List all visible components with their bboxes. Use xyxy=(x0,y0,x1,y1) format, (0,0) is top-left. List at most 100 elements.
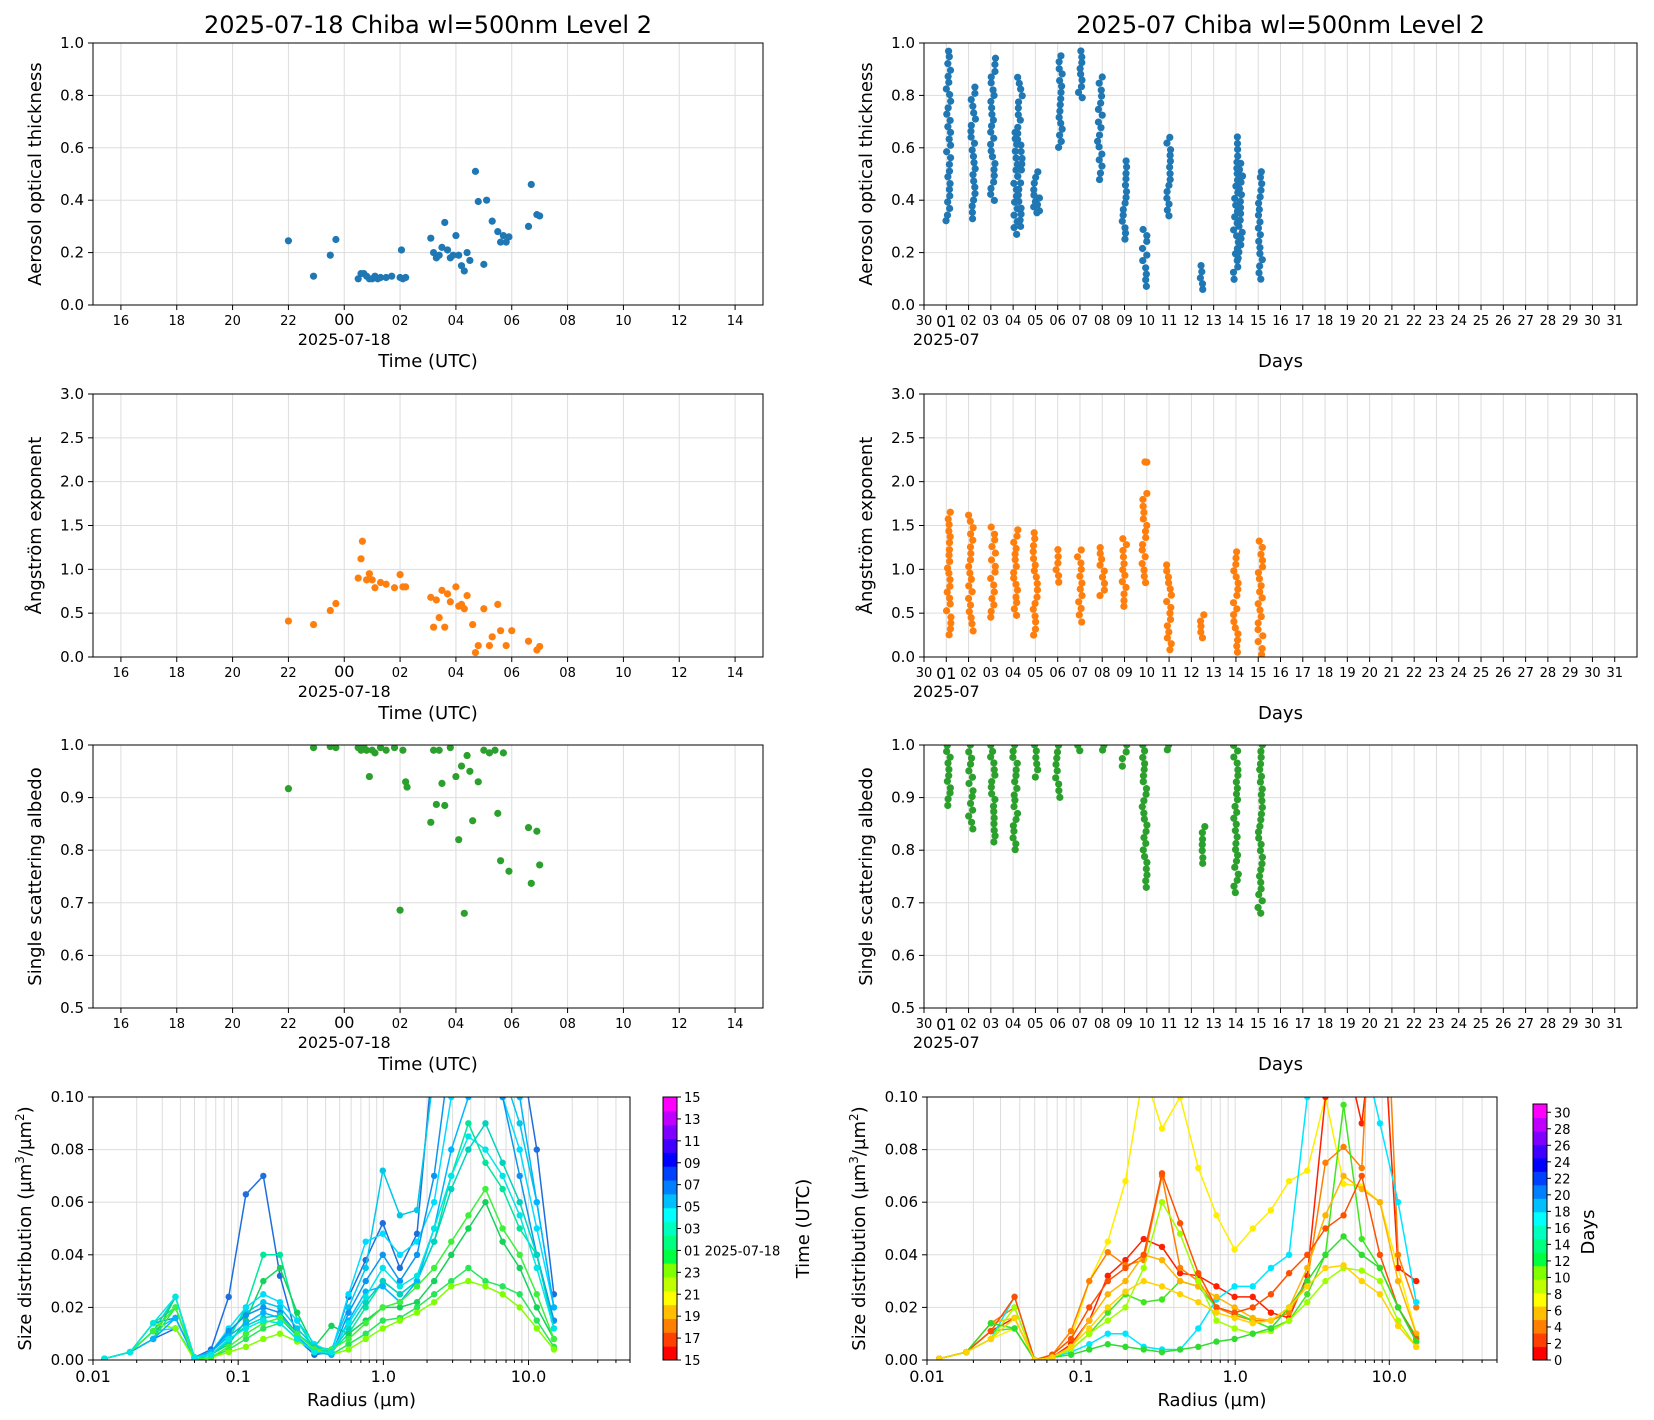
colorbar-segment xyxy=(1533,1144,1547,1159)
data-point xyxy=(1014,123,1022,131)
series-point xyxy=(1104,1304,1111,1311)
data-point xyxy=(1097,92,1106,100)
x-axis-label: Days xyxy=(1258,1054,1303,1075)
data-point xyxy=(1198,841,1206,849)
data-point xyxy=(1163,139,1171,147)
data-point xyxy=(1033,580,1041,588)
data-point xyxy=(376,745,385,752)
data-point xyxy=(1118,217,1126,225)
data-point xyxy=(1096,561,1104,569)
data-point xyxy=(1163,194,1171,202)
x-tick-label: 16 xyxy=(1272,1017,1289,1032)
data-point xyxy=(1014,129,1022,138)
colorbar-tick-label: 05 xyxy=(684,1201,701,1216)
data-point xyxy=(1030,186,1038,194)
y-axis: 0.5 0.6 0.7 0.8 0.9 1.0 xyxy=(60,736,93,1017)
y-tick-label: 0.7 xyxy=(891,894,915,912)
data-point xyxy=(1233,796,1242,804)
data-point xyxy=(1077,559,1085,567)
data-point xyxy=(474,778,482,786)
x-tick-label: 07 xyxy=(1072,666,1089,681)
series-point xyxy=(1249,1319,1256,1327)
data-point xyxy=(1141,579,1150,587)
data-point xyxy=(1143,821,1151,829)
data-point xyxy=(1012,562,1020,571)
series-point xyxy=(465,1264,472,1272)
series-point xyxy=(1176,1277,1184,1285)
series-point xyxy=(1249,1283,1256,1290)
data-point xyxy=(971,190,979,198)
colorbar-tick-label: 17 xyxy=(684,1332,701,1347)
data-point xyxy=(946,141,955,149)
data-point xyxy=(1011,556,1019,564)
x-tick-label: 04 xyxy=(1005,314,1022,329)
series-point xyxy=(1213,1317,1220,1324)
colorbar-frame xyxy=(1532,1103,1548,1361)
x-tick-label: 00 xyxy=(334,1013,354,1032)
x-tick-label: 10.0 xyxy=(511,1367,547,1386)
data-point xyxy=(1142,270,1150,278)
data-point xyxy=(1095,175,1104,184)
series-point xyxy=(1340,1143,1347,1151)
data-point xyxy=(944,515,952,523)
series-point xyxy=(1231,1293,1238,1301)
data-point xyxy=(1121,229,1130,237)
data-point xyxy=(1017,141,1025,149)
data-point xyxy=(990,172,998,180)
data-point xyxy=(1258,256,1266,264)
data-point xyxy=(1256,822,1264,830)
data-point xyxy=(988,542,996,551)
series-point xyxy=(379,1283,386,1290)
series-point xyxy=(1285,1309,1293,1316)
y-tick-label: 0.4 xyxy=(891,191,915,209)
data-point xyxy=(1118,578,1126,586)
data-point xyxy=(990,588,998,596)
series-point xyxy=(1086,1304,1093,1311)
x-tick-label: 08 xyxy=(1094,1017,1111,1032)
data-point xyxy=(1094,118,1103,126)
x-tick-label: 28 xyxy=(1540,1017,1557,1032)
series-point xyxy=(1195,1325,1202,1332)
data-point xyxy=(1234,145,1242,154)
data-point xyxy=(965,562,973,571)
data-point xyxy=(1012,772,1020,780)
x-axis-label: Radius (µm) xyxy=(307,1390,416,1411)
data-point xyxy=(1139,502,1147,510)
data-point xyxy=(990,196,998,205)
colorbar-tick-label: 09 xyxy=(684,1157,701,1172)
series-point xyxy=(987,1319,995,1327)
data-point xyxy=(1031,561,1039,569)
series-point xyxy=(362,1319,369,1327)
data-point xyxy=(1235,185,1244,193)
data-point xyxy=(1256,606,1264,614)
series-point xyxy=(191,1354,198,1360)
series-point xyxy=(936,1355,943,1360)
data-point xyxy=(943,148,951,156)
data-point xyxy=(1141,458,1149,466)
data-point xyxy=(485,642,494,650)
series-point xyxy=(448,1172,455,1180)
data-point xyxy=(1233,784,1241,792)
data-point xyxy=(1197,628,1205,636)
x-tick-label: 20 xyxy=(1361,666,1378,681)
series-point xyxy=(1304,1291,1311,1298)
data-point xyxy=(457,762,466,770)
data-point xyxy=(1237,178,1245,186)
data-point xyxy=(1166,151,1174,159)
x-tick-label: 02 xyxy=(960,1017,977,1032)
data-point xyxy=(1231,845,1240,854)
data-point xyxy=(1078,618,1086,626)
x-tick-label: 00 xyxy=(334,662,354,681)
series-point xyxy=(1340,1041,1346,1047)
data-point xyxy=(991,549,1000,557)
x-tick-label: 12 xyxy=(1183,314,1200,329)
data-point xyxy=(1257,612,1265,621)
data-point xyxy=(1076,572,1084,580)
colorbar-tick-label: 18 xyxy=(1554,1205,1571,1220)
series-point xyxy=(499,1041,505,1047)
y-tick-label: 0.6 xyxy=(60,946,84,964)
x-tick-label: 29 xyxy=(1562,666,1579,681)
data-point xyxy=(1119,211,1127,219)
data-point xyxy=(1033,201,1042,209)
series-point xyxy=(1340,1180,1347,1187)
